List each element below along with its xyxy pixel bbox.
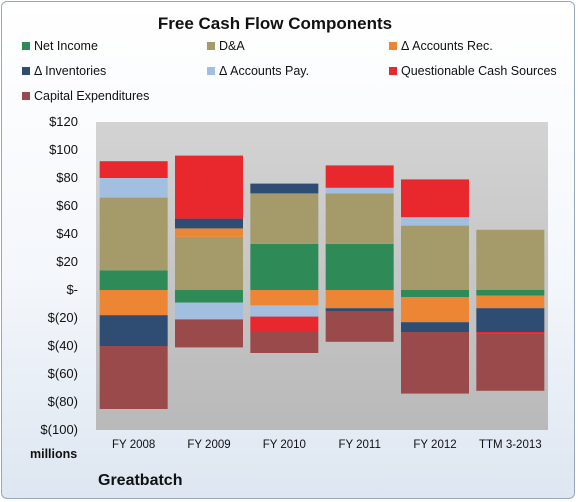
company-name: Greatbatch (98, 472, 183, 489)
bar-net-income-fy-2010 (250, 243, 319, 290)
y-tick-label: $120 (49, 114, 78, 129)
bar-net-income-fy-2008 (99, 270, 168, 290)
bar-inventories-fy-2009 (175, 218, 243, 229)
legend-label: Net Income (34, 39, 98, 53)
bar-accounts-pay-fy-2010 (250, 305, 319, 317)
legend-item-capital-expenditures: Capital Expenditures (22, 88, 149, 104)
bar-capital-expenditures-fy-2012 (401, 332, 469, 394)
bar-accounts-pay-fy-2011 (325, 187, 394, 194)
chart-title: Free Cash Flow Components (157, 14, 393, 33)
bar-inventories-ttm-3-2013 (476, 308, 545, 332)
bar-questionable-cash-sources-fy-2010 (250, 316, 319, 332)
legend-swatch (22, 67, 30, 75)
legend-item-inventories: Δ Inventories (22, 63, 106, 79)
bar-accounts-rec-fy-2012 (401, 297, 469, 323)
bar-inventories-fy-2008 (99, 315, 168, 346)
bar-questionable-cash-sources-fy-2011 (325, 165, 394, 188)
legend-swatch (207, 67, 215, 75)
bar-d-a-fy-2011 (325, 193, 394, 244)
bar-capital-expenditures-fy-2011 (325, 311, 394, 342)
bar-capital-expenditures-fy-2009 (175, 319, 243, 348)
x-tick-label: FY 2008 (112, 439, 155, 451)
y-tick-label: $20 (56, 254, 78, 269)
legend-item-accounts-rec: Δ Accounts Rec. (389, 38, 493, 54)
legend-label: Δ Accounts Pay. (219, 64, 310, 78)
bar-net-income-fy-2012 (401, 290, 469, 297)
y-tick-label: $(20) (48, 310, 78, 325)
legend-label: Questionable Cash Sources (401, 64, 557, 78)
y-tick-label: $(100) (40, 422, 78, 437)
y-tick-label: $100 (49, 142, 78, 157)
bar-d-a-fy-2010 (250, 193, 319, 244)
bar-d-a-fy-2009 (175, 236, 243, 290)
bar-d-a-ttm-3-2013 (476, 229, 545, 290)
y-tick-label: $(40) (48, 338, 78, 353)
y-axis-label: millions (30, 447, 77, 461)
bar-net-income-ttm-3-2013 (476, 290, 545, 296)
y-tick-label: $- (66, 282, 78, 297)
bar-accounts-rec-fy-2010 (250, 290, 319, 306)
legend-swatch (22, 42, 30, 50)
y-tick-label: $60 (56, 198, 78, 213)
bar-questionable-cash-sources-fy-2008 (99, 161, 168, 178)
x-tick-label: FY 2012 (413, 439, 456, 451)
legend-swatch (389, 42, 397, 50)
x-tick-label: FY 2010 (263, 439, 306, 451)
bar-inventories-fy-2011 (325, 308, 394, 311)
bar-accounts-pay-fy-2009 (175, 302, 243, 320)
bar-accounts-rec-fy-2009 (175, 228, 243, 237)
legend-swatch (389, 67, 397, 75)
plot-area (96, 122, 548, 430)
bar-capital-expenditures-ttm-3-2013 (476, 333, 545, 391)
legend-item-net-income: Net Income (22, 38, 98, 54)
legend-label: Δ Accounts Rec. (401, 39, 493, 53)
bar-net-income-fy-2009 (175, 290, 243, 303)
y-tick-label: $(80) (48, 394, 78, 409)
bar-questionable-cash-sources-fy-2009 (175, 155, 243, 219)
bar-inventories-fy-2010 (250, 183, 319, 194)
bar-d-a-fy-2012 (401, 225, 469, 290)
x-tick-label: FY 2009 (187, 439, 230, 451)
bar-accounts-pay-fy-2012 (401, 217, 469, 226)
bar-inventories-fy-2012 (401, 322, 469, 332)
legend-label: Δ Inventories (34, 64, 107, 78)
legend-item-accounts-pay: Δ Accounts Pay. (207, 63, 309, 79)
bar-questionable-cash-sources-fy-2012 (401, 179, 469, 218)
bar-capital-expenditures-fy-2008 (99, 346, 168, 409)
legend-swatch (207, 42, 215, 50)
bar-capital-expenditures-fy-2010 (250, 332, 319, 353)
legend-item-d-a: D&A (207, 38, 245, 54)
y-tick-label: $80 (56, 170, 78, 185)
bar-d-a-fy-2008 (99, 197, 168, 271)
x-tick-label: FY 2011 (338, 439, 380, 451)
y-tick-label: $40 (56, 226, 78, 241)
bar-questionable-cash-sources-ttm-3-2013 (476, 332, 545, 334)
legend-item-questionable-cash-sources: Questionable Cash Sources (389, 63, 557, 79)
legend-swatch (22, 92, 30, 100)
bar-accounts-rec-ttm-3-2013 (476, 295, 545, 309)
bar-accounts-rec-fy-2008 (99, 290, 168, 316)
bar-accounts-rec-fy-2011 (325, 290, 394, 309)
x-tick-label: TTM 3-2013 (479, 439, 542, 451)
bar-net-income-fy-2011 (325, 243, 394, 290)
legend-label: D&A (219, 39, 245, 53)
y-tick-label: $(60) (48, 366, 78, 381)
bar-accounts-pay-fy-2008 (99, 178, 168, 198)
legend-label: Capital Expenditures (34, 89, 150, 103)
